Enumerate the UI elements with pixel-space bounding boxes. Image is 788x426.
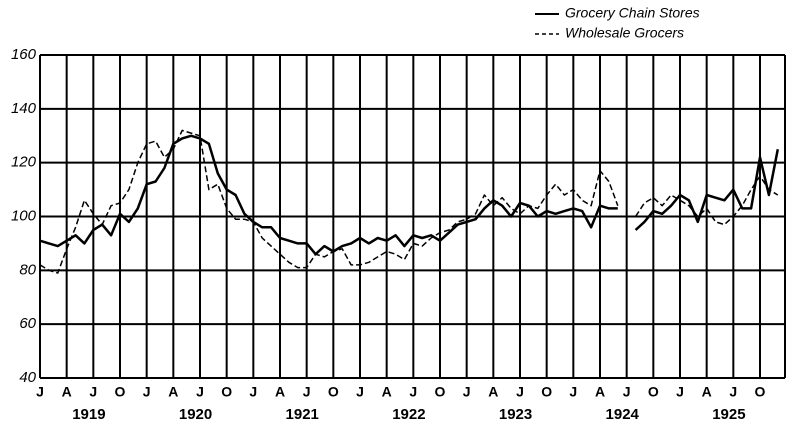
legend-label: Grocery Chain Stores	[565, 5, 700, 21]
x-tick-label: J	[623, 384, 631, 400]
x-tick-label: J	[196, 384, 204, 400]
x-tick-label: J	[463, 384, 471, 400]
year-label: 1924	[606, 406, 640, 423]
x-tick-label: A	[168, 384, 178, 400]
y-tick-label: 80	[19, 261, 36, 278]
x-tick-label: A	[382, 384, 392, 400]
x-tick-label: J	[516, 384, 524, 400]
x-tick-label: J	[249, 384, 257, 400]
x-tick-label: O	[221, 384, 232, 400]
x-tick-label: J	[36, 384, 44, 400]
x-tick-label: J	[89, 384, 97, 400]
x-tick-label: O	[541, 384, 552, 400]
x-tick-label: J	[303, 384, 311, 400]
x-tick-label: J	[676, 384, 684, 400]
year-label: 1919	[72, 406, 105, 423]
year-label: 1925	[712, 406, 745, 423]
x-tick-label: O	[435, 384, 446, 400]
x-tick-label: J	[569, 384, 577, 400]
x-tick-label: J	[729, 384, 737, 400]
y-tick-label: 120	[11, 154, 37, 171]
y-tick-label: 160	[11, 46, 37, 63]
x-tick-label: O	[648, 384, 659, 400]
year-label: 1921	[286, 406, 319, 423]
y-tick-label: 100	[11, 207, 37, 224]
x-tick-label: A	[62, 384, 72, 400]
year-label: 1920	[179, 406, 212, 423]
x-tick-label: J	[143, 384, 151, 400]
series-line	[39, 134, 780, 256]
year-label: 1922	[392, 406, 425, 423]
x-tick-label: A	[702, 384, 712, 400]
y-tick-label: 140	[11, 100, 37, 117]
y-tick-label: 40	[19, 369, 36, 386]
x-tick-label: A	[595, 384, 605, 400]
x-tick-label: O	[115, 384, 126, 400]
x-tick-label: O	[755, 384, 766, 400]
x-tick-label: J	[356, 384, 364, 400]
year-label: 1923	[499, 406, 532, 423]
y-tick-label: 60	[19, 315, 36, 332]
legend-label: Wholesale Grocers	[565, 25, 684, 41]
series-line	[39, 129, 779, 274]
x-tick-label: J	[409, 384, 417, 400]
x-tick-label: O	[328, 384, 339, 400]
x-tick-label: A	[488, 384, 498, 400]
x-tick-label: A	[275, 384, 285, 400]
